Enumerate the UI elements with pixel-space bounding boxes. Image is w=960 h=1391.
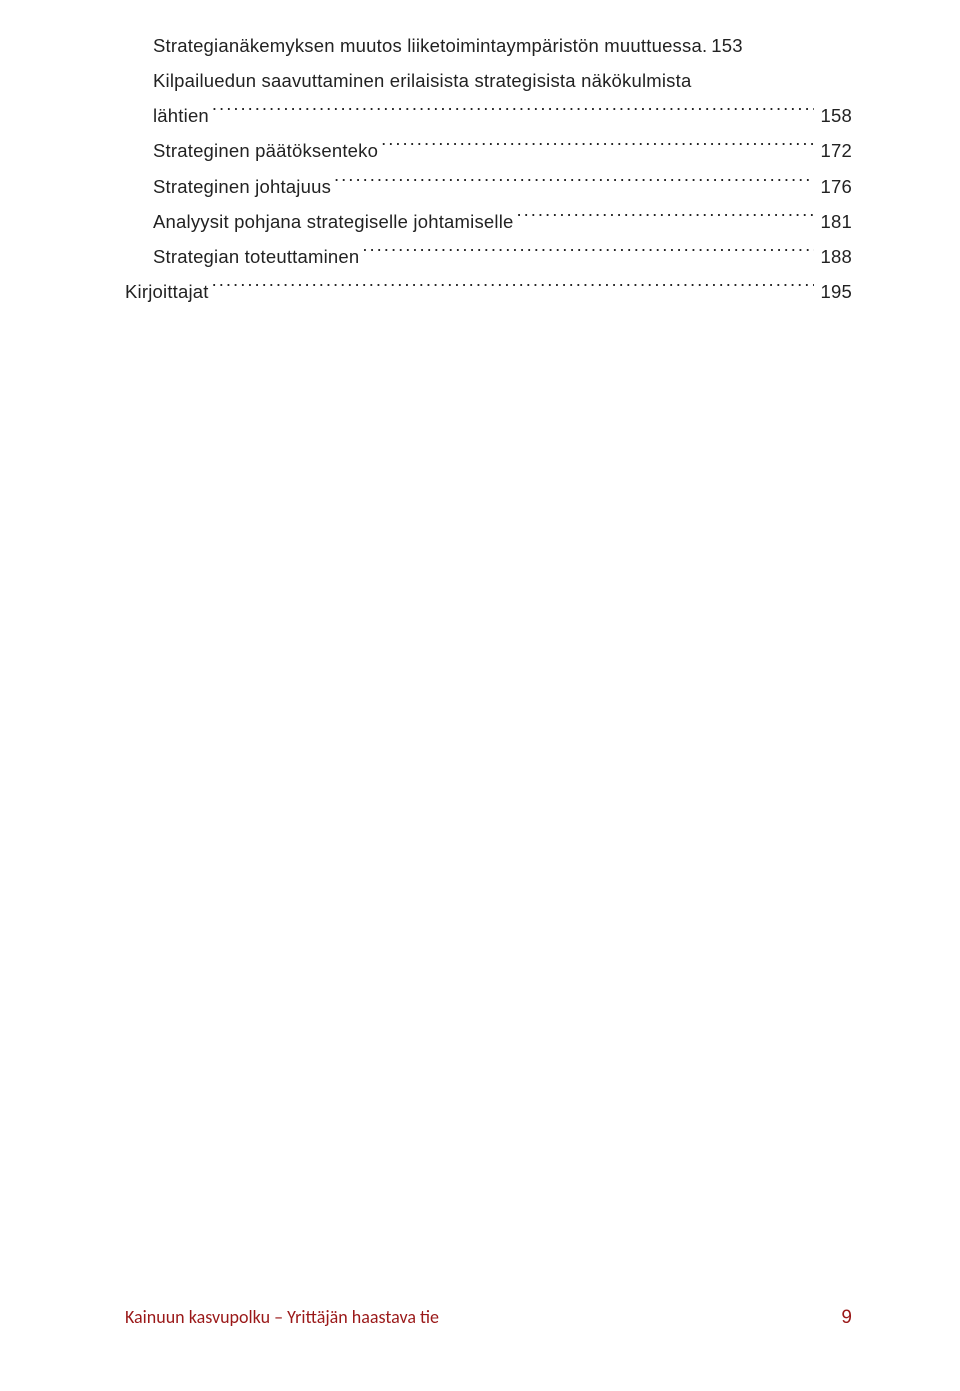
- toc-text: Kilpailuedun saavuttaminen erilaisista s…: [153, 70, 691, 91]
- toc-text: Analyysit pohjana strategiselle johtamis…: [153, 204, 514, 239]
- footer-page-number: 9: [841, 1307, 852, 1329]
- toc-entry: Strategianäkemyksen muutos liiketoiminta…: [125, 28, 852, 63]
- toc-page: 188: [817, 239, 852, 274]
- toc-text: Kirjoittajat: [125, 274, 209, 309]
- toc-entry-wrap-second: lähtien 158: [125, 98, 852, 133]
- toc-page: 176: [817, 169, 852, 204]
- toc-dots: [212, 276, 814, 298]
- toc-dots: [381, 135, 813, 157]
- toc-dots: [212, 100, 814, 122]
- toc-page: 172: [817, 133, 852, 168]
- toc-text: Strategianäkemyksen muutos liiketoiminta…: [153, 28, 707, 63]
- toc-dots: [362, 241, 813, 263]
- toc-text: lähtien: [153, 98, 209, 133]
- toc-content: Strategianäkemyksen muutos liiketoiminta…: [0, 0, 960, 309]
- toc-page: 181: [817, 204, 852, 239]
- toc-entry: Strateginen päätöksenteko 172: [125, 133, 852, 168]
- toc-page: 195: [817, 274, 852, 309]
- toc-entry: Kirjoittajat 195: [125, 274, 852, 309]
- toc-text: Strateginen päätöksenteko: [153, 133, 378, 168]
- toc-page: 153: [707, 28, 742, 63]
- footer-title: Kainuun kasvupolku – Yrittäjän haastava …: [125, 1306, 439, 1328]
- toc-text: Strateginen johtajuus: [153, 169, 331, 204]
- toc-dots: [334, 170, 814, 192]
- toc-dots: [517, 206, 814, 228]
- toc-text: Strategian toteuttaminen: [153, 239, 359, 274]
- toc-entry: Analyysit pohjana strategiselle johtamis…: [125, 204, 852, 239]
- page-footer: Kainuun kasvupolku – Yrittäjän haastava …: [125, 1306, 852, 1329]
- toc-entry: Strateginen johtajuus 176: [125, 169, 852, 204]
- toc-entry-wrap-first: Kilpailuedun saavuttaminen erilaisista s…: [125, 63, 852, 98]
- toc-page: 158: [817, 98, 852, 133]
- toc-entry: Strategian toteuttaminen 188: [125, 239, 852, 274]
